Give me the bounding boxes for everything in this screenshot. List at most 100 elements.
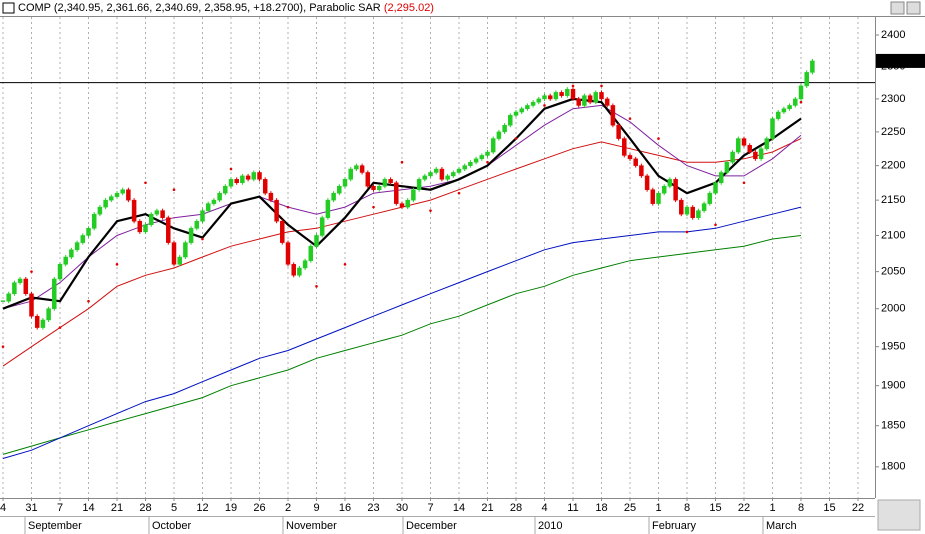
- candle: [171, 242, 177, 265]
- x-tick-label: 14: [82, 502, 94, 514]
- candle: [673, 179, 678, 201]
- sar-dot: [1, 345, 5, 348]
- sar-dot: [457, 191, 461, 195]
- x-tick-label: 31: [25, 502, 37, 514]
- candle: [399, 203, 405, 208]
- close-button[interactable]: [906, 1, 921, 15]
- candle: [348, 168, 353, 180]
- candle: [251, 172, 257, 180]
- candle: [154, 210, 160, 215]
- window-icon: [2, 2, 15, 14]
- candle: [479, 155, 485, 160]
- month-label: December: [406, 520, 457, 532]
- sar-dot: [514, 137, 518, 140]
- candle: [325, 199, 331, 218]
- sar-dot: [685, 230, 689, 234]
- candle: [473, 158, 479, 163]
- x-tick-label: 8: [798, 502, 804, 514]
- candle: [496, 131, 502, 139]
- candle: [462, 165, 467, 170]
- x-tick-label: 14: [453, 502, 465, 514]
- candle: [63, 256, 68, 265]
- candle: [616, 124, 621, 139]
- candle: [34, 315, 40, 328]
- title-bar: [0, 0, 925, 16]
- candle: [342, 179, 348, 187]
- sar-dot: [543, 104, 546, 107]
- sar-dot: [315, 285, 318, 288]
- indicator-line: [2, 206, 802, 459]
- candle: [52, 278, 57, 309]
- y-tick-label: 2150: [881, 194, 905, 206]
- candle: [200, 210, 205, 222]
- month-label: March: [766, 520, 797, 532]
- y-tick-label: 2250: [881, 126, 905, 138]
- sar-dot: [87, 299, 90, 303]
- candle: [319, 217, 325, 236]
- sar-dot: [372, 205, 375, 209]
- candle: [137, 220, 143, 233]
- sar-dot: [172, 188, 176, 191]
- candle: [810, 60, 815, 73]
- x-tick-label: 19: [225, 502, 237, 514]
- candle: [57, 264, 63, 280]
- sar-dot: [115, 263, 119, 266]
- sar-dot: [429, 209, 432, 212]
- y-tick-label: 2000: [881, 303, 905, 315]
- x-tick-label: 7: [427, 502, 433, 514]
- candle: [411, 189, 416, 201]
- candle: [439, 168, 445, 180]
- candle: [644, 175, 650, 190]
- x-tick-label: 23: [367, 502, 379, 514]
- candle: [6, 293, 11, 302]
- candle: [684, 206, 690, 215]
- candle: [297, 267, 302, 276]
- x-tick-label: 18: [595, 502, 607, 514]
- y-tick-label: 2300: [881, 93, 905, 105]
- candle: [627, 155, 633, 160]
- candle: [331, 192, 336, 201]
- candle: [508, 115, 513, 126]
- y-tick-label: 1900: [881, 380, 905, 392]
- candle: [599, 92, 604, 100]
- candle: [485, 151, 490, 156]
- candle: [291, 264, 296, 276]
- candle: [804, 72, 809, 87]
- candle: [382, 179, 388, 187]
- candle: [205, 203, 211, 211]
- candle: [183, 242, 188, 258]
- x-tick-label: 9: [313, 502, 319, 514]
- candle: [610, 105, 616, 126]
- restore-button[interactable]: [890, 1, 905, 15]
- x-tick-label: 25: [624, 502, 636, 514]
- title-main: COMP (2,340.95, 2,361.66, 2,340.69, 2,35…: [18, 2, 303, 14]
- sar-dot: [144, 181, 147, 185]
- candle: [69, 249, 74, 258]
- x-tick-label: 15: [823, 502, 835, 514]
- sar-dot: [343, 263, 347, 266]
- candle: [376, 185, 382, 190]
- candle: [143, 224, 148, 233]
- candle: [787, 105, 792, 109]
- corner-box: [877, 499, 921, 531]
- x-tick-label: 12: [196, 502, 208, 514]
- x-tick-label: 21: [481, 502, 493, 514]
- candle: [337, 185, 342, 194]
- candle: [445, 175, 450, 180]
- x-tick-label: 1: [655, 502, 661, 514]
- candle: [593, 92, 599, 103]
- x-tick-label: 28: [510, 502, 522, 514]
- candle: [388, 179, 393, 184]
- candle: [217, 192, 222, 201]
- x-tick-label: 30: [396, 502, 408, 514]
- x-tick-label: 11: [567, 502, 578, 514]
- candle: [17, 278, 23, 283]
- candle: [371, 185, 376, 190]
- candle: [530, 101, 536, 106]
- candle: [359, 165, 365, 173]
- month-label: October: [152, 520, 191, 532]
- x-tick-label: 1: [769, 502, 775, 514]
- candle: [257, 172, 262, 180]
